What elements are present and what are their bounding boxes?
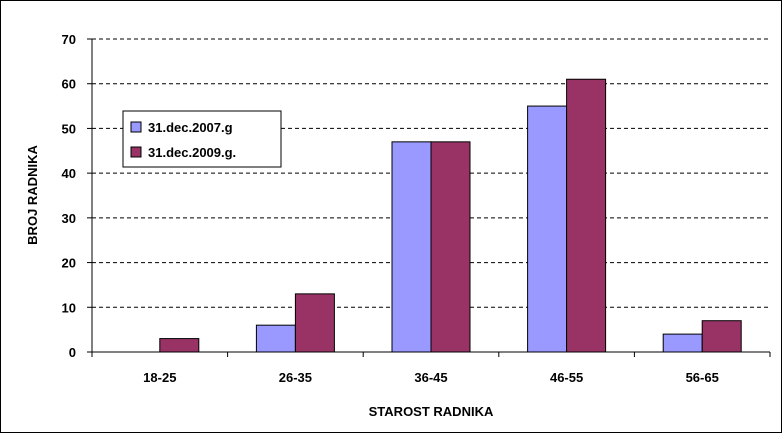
x-tick-label: 18-25 — [143, 370, 176, 385]
legend-swatch-2009 — [130, 146, 142, 158]
bar-2009-46-55 — [566, 78, 607, 353]
legend: 31.dec.2007.g 31.dec.2009.g. — [122, 110, 282, 168]
bar-2009-36-45 — [430, 141, 471, 353]
axes — [91, 39, 770, 353]
legend-swatch-2007 — [130, 121, 142, 133]
x-tick-label: 56-65 — [686, 370, 719, 385]
x-tick-labels: 18-25 26-35 36-45 46-55 56-65 — [143, 370, 719, 385]
y-axis-title: BROJ RADNIKA — [25, 145, 40, 245]
x-tick-label: 46-55 — [550, 370, 583, 385]
legend-box — [122, 110, 282, 168]
y-tick-label: 40 — [62, 166, 76, 181]
y-tick-labels: 0 10 20 30 40 50 60 70 — [62, 32, 76, 360]
y-tick-label: 50 — [62, 121, 76, 136]
bar-2007-46-55 — [527, 105, 568, 353]
y-tick-label: 30 — [62, 211, 76, 226]
bar-2009-18-25 — [159, 338, 200, 353]
bar-2007-36-45 — [391, 141, 432, 353]
bar-2007-56-65 — [662, 333, 703, 353]
y-tick-label: 20 — [62, 256, 76, 271]
legend-label-2007: 31.dec.2007.g — [148, 120, 233, 135]
bar-2009-56-65 — [701, 320, 742, 353]
bar-2007-26-35 — [255, 324, 296, 353]
bar-2009-26-35 — [294, 293, 335, 353]
y-tick-label: 0 — [69, 345, 76, 360]
x-tick-label: 26-35 — [279, 370, 312, 385]
y-tick-label: 10 — [62, 300, 76, 315]
x-tick-label: 36-45 — [414, 370, 447, 385]
y-tick-label: 70 — [62, 32, 76, 47]
legend-label-2009: 31.dec.2009.g. — [148, 145, 236, 160]
y-tick-label: 60 — [62, 77, 76, 92]
x-axis-title: STAROST RADNIKA — [369, 404, 494, 419]
